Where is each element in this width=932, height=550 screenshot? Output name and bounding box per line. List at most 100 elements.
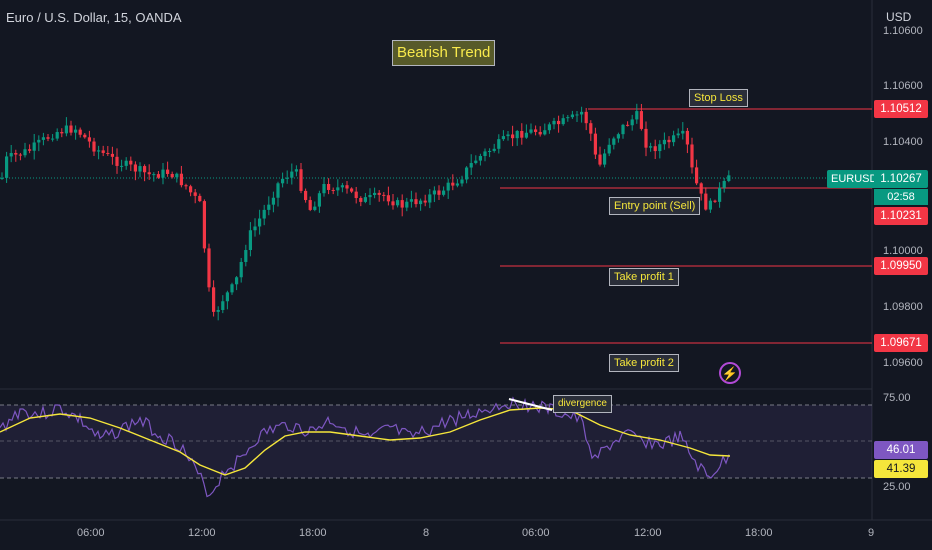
candle-body: [51, 138, 55, 140]
candle-body: [612, 138, 616, 145]
rsi-tick: 75.00: [883, 392, 911, 404]
candle-body: [552, 120, 556, 125]
candle-body: [28, 149, 32, 151]
candle-body: [377, 192, 381, 195]
candle-body: [354, 191, 358, 199]
candle-body: [285, 177, 289, 179]
candle-body: [676, 133, 680, 136]
candle-body: [511, 134, 515, 139]
candle-body: [133, 164, 137, 172]
candle-body: [653, 146, 657, 152]
candle-body: [313, 206, 317, 210]
candle-body: [129, 160, 133, 165]
candle-body: [230, 284, 234, 293]
candle-body: [216, 309, 220, 312]
entry-price-tag[interactable]: 1.10231: [874, 207, 928, 225]
candle-body: [41, 137, 45, 140]
candle-body: [396, 200, 400, 206]
candle-body: [359, 198, 363, 202]
rsi-tick: 25.00: [883, 481, 911, 493]
candle-body: [428, 194, 432, 203]
time-tick: 9: [868, 527, 875, 539]
rsi-line: [0, 396, 730, 498]
candle-body: [156, 174, 160, 178]
candle-body: [207, 248, 211, 288]
candle-body: [299, 169, 303, 191]
candle-body: [18, 154, 22, 156]
candle-body: [138, 166, 142, 172]
candle-body: [474, 160, 478, 164]
candle-body: [106, 152, 110, 154]
candle-body: [469, 163, 473, 168]
candle-body: [281, 178, 285, 184]
candle-body: [308, 200, 312, 210]
candle-body: [322, 183, 326, 194]
price-tick: 1.09800: [883, 301, 923, 313]
candle-body: [603, 153, 607, 165]
candle-body: [400, 200, 404, 208]
candle-body: [345, 185, 349, 189]
candle-body: [718, 187, 722, 202]
price-tick: 1.10600: [883, 80, 923, 92]
candle-body: [294, 169, 298, 172]
take-profit-2-price-tag[interactable]: 1.09671: [874, 334, 928, 352]
entry-point-label[interactable]: Entry point (Sell): [609, 197, 701, 215]
stop-loss-price-tag[interactable]: 1.10512: [874, 100, 928, 118]
candle-body: [639, 111, 643, 129]
currency-label[interactable]: USD: [886, 10, 912, 24]
candle-body: [566, 117, 570, 119]
candle-body: [9, 153, 13, 157]
divergence-label[interactable]: divergence: [553, 395, 612, 413]
stop-loss-label[interactable]: Stop Loss: [689, 89, 748, 107]
candle-body: [570, 114, 574, 118]
take-profit-1-label[interactable]: Take profit 1: [609, 268, 679, 286]
candle-body: [179, 173, 183, 186]
candle-body: [198, 195, 202, 202]
candle-body: [336, 187, 340, 191]
candle-body: [202, 201, 206, 249]
candle-body: [304, 190, 308, 201]
candle-body: [184, 185, 188, 187]
candle-body: [189, 186, 193, 193]
candle-body: [681, 130, 685, 134]
candle-body: [258, 218, 262, 227]
candle-body: [221, 301, 225, 310]
candle-body: [78, 129, 82, 135]
candle-body: [695, 167, 699, 184]
current-price-tag: 1.10267: [874, 170, 928, 188]
divergence-line[interactable]: [508, 398, 553, 411]
candle-body: [529, 129, 533, 133]
candle-body: [699, 183, 703, 194]
candle-body: [97, 150, 101, 152]
time-tick: 12:00: [634, 527, 662, 539]
candle-body: [662, 139, 666, 145]
candle-body: [483, 151, 487, 157]
candle-body: [492, 148, 496, 151]
candle-body: [124, 160, 128, 166]
lightning-bolt-icon[interactable]: ⚡: [719, 362, 741, 384]
candle-body: [534, 129, 538, 132]
candle-body: [423, 200, 427, 203]
candle-body: [290, 171, 294, 178]
candle-body: [557, 120, 561, 125]
candle-body: [713, 200, 717, 202]
candle-body: [276, 183, 280, 198]
price-tick: 1.09600: [883, 357, 923, 369]
candle-body: [589, 123, 593, 134]
candle-body: [271, 197, 275, 205]
candle-body: [37, 139, 41, 143]
candle-body: [147, 172, 151, 175]
rsi-ma-line: [0, 407, 731, 476]
candle-body: [55, 132, 59, 139]
candle-body: [488, 150, 492, 152]
candle-body: [0, 177, 4, 179]
candle-body: [621, 124, 625, 135]
candle-body: [143, 166, 147, 173]
take-profit-1-price-tag[interactable]: 1.09950: [874, 257, 928, 275]
candle-body: [704, 193, 708, 210]
time-tick: 18:00: [299, 527, 327, 539]
trend-annotation[interactable]: Bearish Trend: [392, 40, 496, 66]
candle-body: [235, 277, 239, 285]
take-profit-2-label[interactable]: Take profit 2: [609, 354, 679, 372]
